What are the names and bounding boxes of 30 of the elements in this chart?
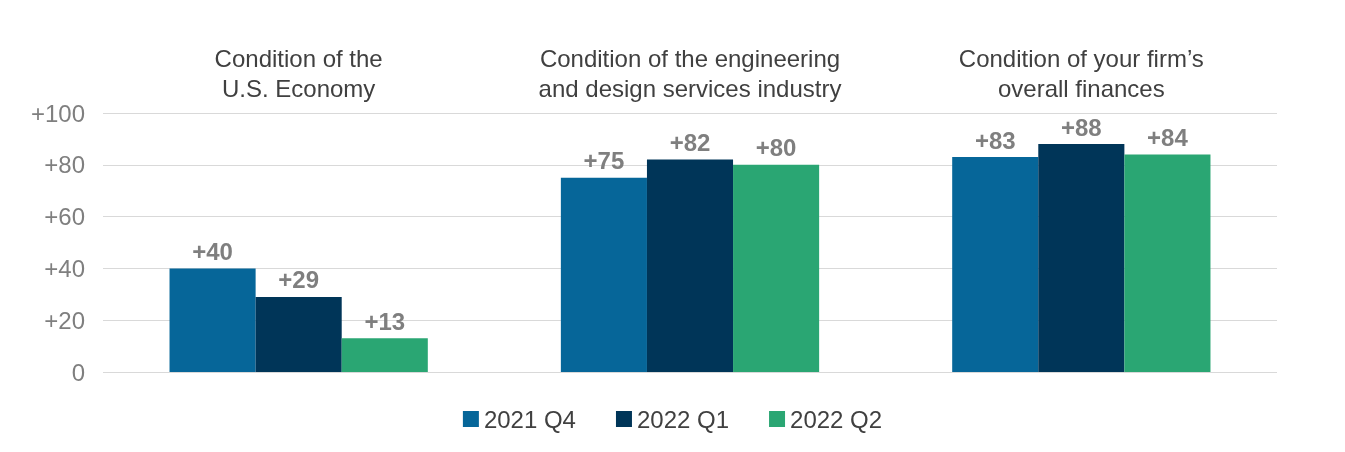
bar (1124, 154, 1211, 372)
data-label: +83 (974, 126, 1016, 154)
x-tick-label: Condition of the U.S. Economy (214, 44, 383, 102)
data-label: +80 (755, 134, 797, 162)
x-tick-label: Condition of the engineering and design services industry (538, 44, 842, 102)
bar (733, 164, 820, 372)
bar (169, 268, 256, 372)
data-label: +82 (669, 129, 711, 157)
bar (560, 177, 647, 372)
legend-label: 2022 Q2 (790, 405, 883, 433)
data-label: +84 (1147, 123, 1189, 151)
data-label: +13 (364, 307, 406, 335)
bar (341, 338, 428, 372)
x-tick-label: Condition of your firm’s overall finances (958, 44, 1204, 102)
y-tick-label: +20 (44, 306, 85, 334)
bar (646, 159, 734, 372)
y-tick-label: +100 (30, 99, 85, 127)
y-tick-label: +40 (44, 254, 85, 282)
bar (952, 157, 1039, 372)
data-label: +88 (1060, 113, 1102, 141)
y-tick-label: 0 (71, 358, 85, 386)
legend-label: 2022 Q1 (636, 405, 730, 433)
y-tick-label: +60 (44, 203, 85, 231)
y-tick-label: +80 (44, 151, 85, 179)
data-label: +40 (192, 237, 233, 265)
legend-label: 2021 Q4 (483, 405, 576, 433)
bar (255, 296, 342, 372)
data-label: +75 (583, 147, 625, 175)
bar (1038, 144, 1125, 372)
data-label: +29 (278, 266, 320, 294)
